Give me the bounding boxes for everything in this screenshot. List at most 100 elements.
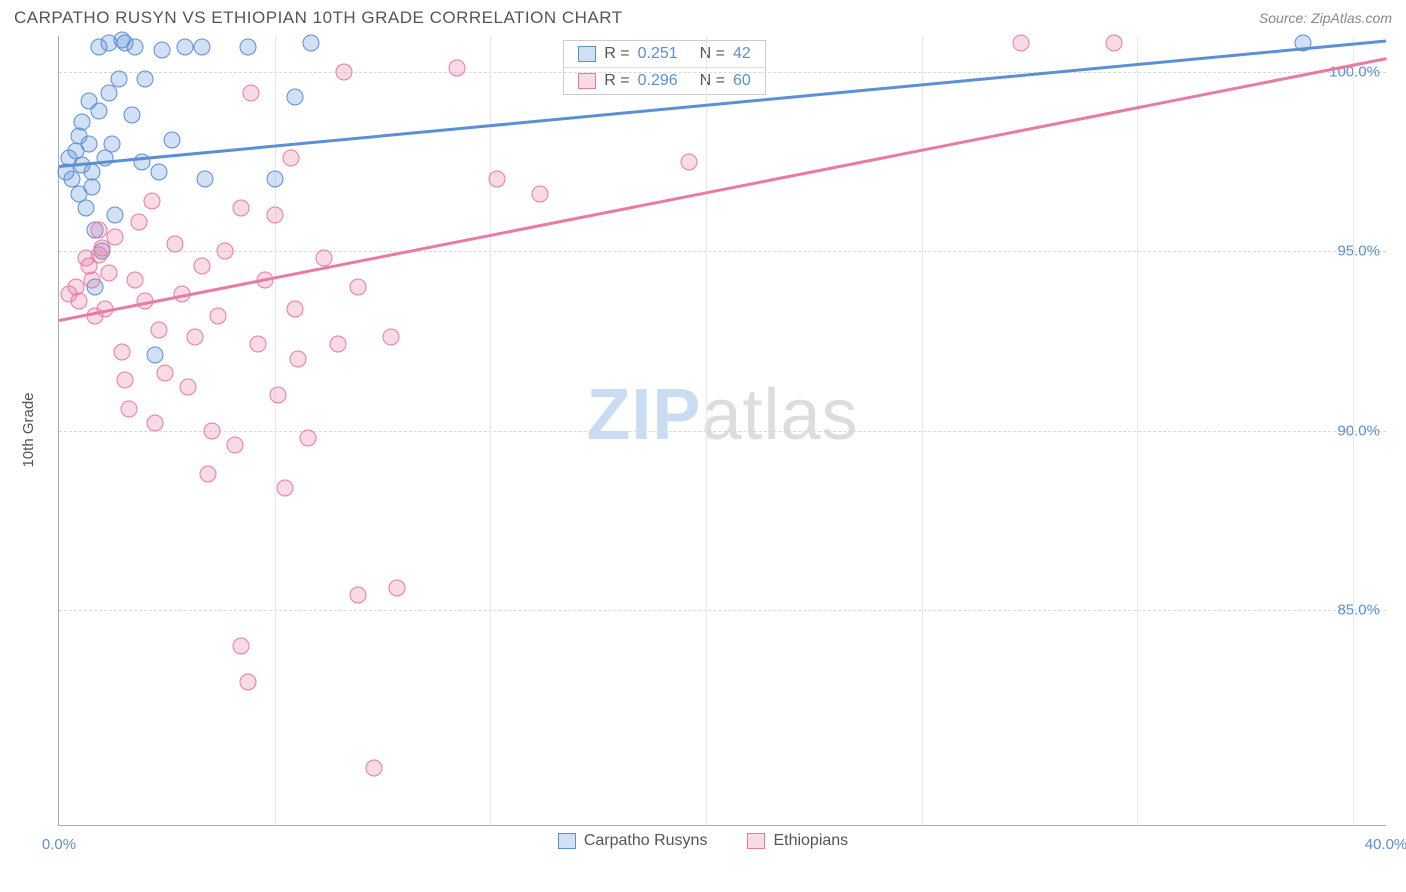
y-tick-label: 90.0%: [1337, 422, 1380, 439]
data-point-carpatho: [153, 42, 170, 59]
data-point-carpatho: [137, 71, 154, 88]
r-value: 0.296: [638, 72, 692, 90]
data-point-ethiopians: [250, 336, 267, 353]
data-point-carpatho: [127, 38, 144, 55]
data-point-ethiopians: [117, 372, 134, 389]
data-point-ethiopians: [200, 465, 217, 482]
data-point-ethiopians: [389, 580, 406, 597]
plot-area: ZIPatlas R =0.251N =42R =0.296N =60 85.0…: [58, 36, 1386, 826]
n-value: 60: [733, 72, 751, 90]
data-point-carpatho: [90, 103, 107, 120]
data-point-ethiopians: [681, 153, 698, 170]
data-point-carpatho: [110, 71, 127, 88]
data-point-carpatho: [266, 171, 283, 188]
data-point-ethiopians: [240, 673, 257, 690]
data-point-ethiopians: [289, 350, 306, 367]
gridline: [59, 610, 1386, 611]
legend-item: Ethiopians: [747, 832, 848, 850]
header: CARPATHO RUSYN VS ETHIOPIAN 10TH GRADE C…: [0, 0, 1406, 34]
data-point-ethiopians: [210, 307, 227, 324]
data-point-ethiopians: [157, 365, 174, 382]
data-point-ethiopians: [349, 279, 366, 296]
data-point-carpatho: [193, 38, 210, 55]
gridline: [59, 251, 1386, 252]
data-point-ethiopians: [150, 322, 167, 339]
data-point-carpatho: [123, 106, 140, 123]
data-point-ethiopians: [233, 200, 250, 217]
data-point-ethiopians: [107, 228, 124, 245]
data-point-ethiopians: [100, 264, 117, 281]
data-point-ethiopians: [1105, 35, 1122, 52]
data-point-ethiopians: [299, 429, 316, 446]
data-point-ethiopians: [276, 479, 293, 496]
x-tick-label: 40.0%: [1365, 836, 1406, 853]
legend-label: Carpatho Rusyns: [584, 832, 708, 850]
data-point-ethiopians: [180, 379, 197, 396]
data-point-ethiopians: [203, 422, 220, 439]
legend-swatch: [747, 833, 765, 849]
data-point-ethiopians: [114, 343, 131, 360]
chart-title: CARPATHO RUSYN VS ETHIOPIAN 10TH GRADE C…: [14, 8, 623, 28]
data-point-carpatho: [84, 164, 101, 181]
legend-item: Carpatho Rusyns: [558, 832, 708, 850]
watermark: ZIPatlas: [586, 374, 858, 456]
data-point-carpatho: [286, 88, 303, 105]
data-point-carpatho: [107, 207, 124, 224]
data-point-carpatho: [303, 35, 320, 52]
data-point-ethiopians: [70, 293, 87, 310]
data-point-ethiopians: [187, 329, 204, 346]
data-point-carpatho: [147, 347, 164, 364]
r-label: R =: [604, 72, 629, 90]
data-point-ethiopians: [216, 243, 233, 260]
legend-series: Carpatho Rusyns Ethiopians: [0, 832, 1406, 850]
n-value: 42: [733, 45, 751, 63]
gridline: [59, 431, 1386, 432]
data-point-ethiopians: [127, 271, 144, 288]
legend-label: Ethiopians: [773, 832, 848, 850]
data-point-carpatho: [196, 171, 213, 188]
data-point-ethiopians: [382, 329, 399, 346]
data-point-ethiopians: [90, 221, 107, 238]
data-point-ethiopians: [84, 271, 101, 288]
data-point-ethiopians: [243, 85, 260, 102]
y-tick-label: 85.0%: [1337, 601, 1380, 618]
data-point-carpatho: [240, 38, 257, 55]
data-point-ethiopians: [449, 60, 466, 77]
data-point-ethiopians: [130, 214, 147, 231]
watermark-zip: ZIP: [586, 375, 701, 455]
data-point-ethiopians: [532, 185, 549, 202]
data-point-ethiopians: [269, 386, 286, 403]
data-point-carpatho: [77, 200, 94, 217]
x-gridline: [275, 36, 276, 825]
y-axis-title: 10th Grade: [20, 392, 37, 467]
data-point-carpatho: [80, 135, 97, 152]
source-label: Source: ZipAtlas.com: [1259, 10, 1392, 26]
data-point-ethiopians: [193, 257, 210, 274]
data-point-ethiopians: [488, 171, 505, 188]
data-point-ethiopians: [336, 63, 353, 80]
legend-swatch: [558, 833, 576, 849]
x-gridline: [706, 36, 707, 825]
data-point-ethiopians: [366, 759, 383, 776]
data-point-ethiopians: [167, 236, 184, 253]
data-point-ethiopians: [226, 436, 243, 453]
legend-swatch: [578, 46, 596, 62]
x-gridline: [922, 36, 923, 825]
data-point-carpatho: [104, 135, 121, 152]
data-point-ethiopians: [266, 207, 283, 224]
x-gridline: [1137, 36, 1138, 825]
gridline: [59, 72, 1386, 73]
data-point-ethiopians: [120, 400, 137, 417]
x-tick-label: 0.0%: [42, 836, 76, 853]
r-value: 0.251: [638, 45, 692, 63]
x-gridline: [1353, 36, 1354, 825]
data-point-ethiopians: [329, 336, 346, 353]
legend-swatch: [578, 73, 596, 89]
data-point-carpatho: [150, 164, 167, 181]
data-point-carpatho: [177, 38, 194, 55]
data-point-ethiopians: [283, 149, 300, 166]
n-label: N =: [700, 45, 725, 63]
n-label: N =: [700, 72, 725, 90]
data-point-carpatho: [74, 114, 91, 131]
data-point-carpatho: [100, 85, 117, 102]
